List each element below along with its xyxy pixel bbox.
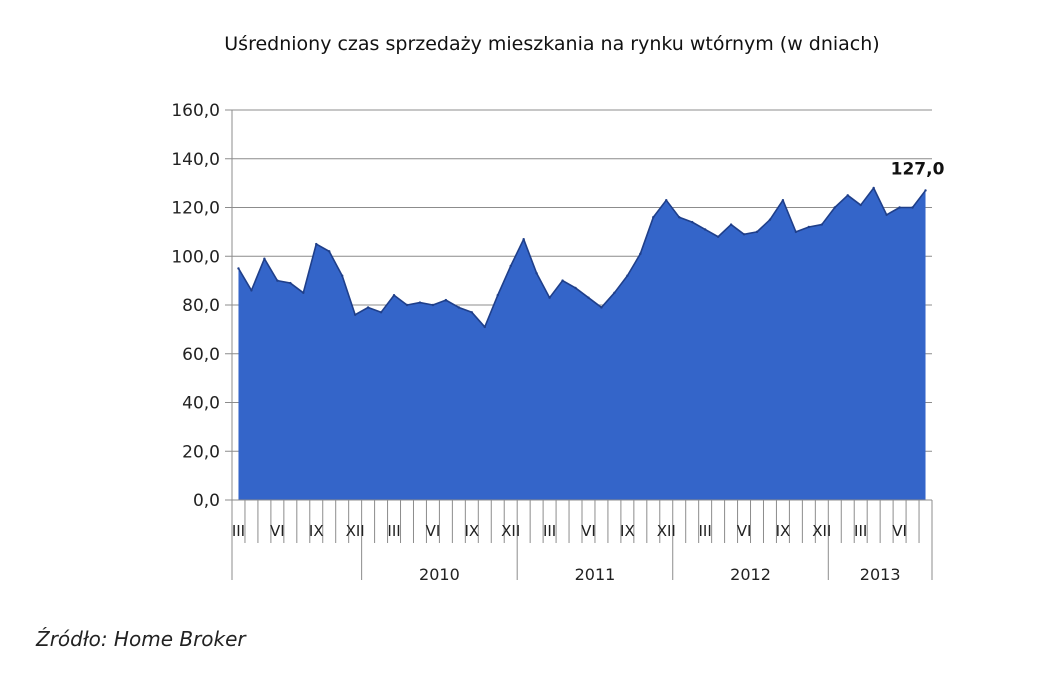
data-point: [522, 237, 525, 241]
data-point: [263, 257, 266, 260]
data-point: [729, 223, 733, 226]
data-point: [340, 274, 344, 277]
data-point: [678, 216, 681, 219]
source-note: Źródło: Home Broker: [36, 627, 246, 651]
data-point: [639, 252, 642, 256]
data-point: [392, 294, 396, 297]
area-chart: Uśredniony czas sprzedaży mieszkania na …: [171, 33, 945, 584]
data-point: [768, 218, 772, 221]
data-point: [405, 303, 409, 307]
y-axis: 0,0 20,0 40,0 60,0 80,0 100,0 120,0 140,0 160,0: [171, 101, 233, 511]
x-tick-label: III: [543, 522, 556, 540]
data-point: [794, 230, 798, 234]
data-point: [366, 306, 370, 309]
data-point: [315, 242, 318, 246]
y-tick-label: 40,0: [182, 394, 220, 414]
data-point: [755, 230, 759, 234]
y-tick-label: 120,0: [171, 199, 220, 219]
y-tick-label: 60,0: [182, 345, 220, 365]
data-point: [574, 286, 577, 290]
x-tick-label: IX: [464, 522, 479, 540]
y-tick-label: 100,0: [171, 247, 220, 267]
data-point: [807, 225, 811, 229]
year-label: 2013: [860, 565, 901, 584]
data-point: [289, 281, 292, 285]
data-point: [496, 294, 499, 297]
year-label: 2012: [730, 565, 771, 584]
x-tick-label: III: [232, 522, 245, 540]
data-point: [690, 220, 694, 224]
data-point: [302, 291, 305, 295]
x-tick-label: IX: [620, 522, 635, 540]
area-fill: [238, 188, 926, 500]
data-point: [470, 311, 474, 314]
x-tick-label: III: [387, 522, 400, 540]
data-point: [431, 303, 435, 307]
x-tick-label: XII: [501, 522, 520, 540]
data-point: [716, 235, 720, 238]
data-point: [872, 186, 875, 190]
y-tick-label: 20,0: [182, 442, 220, 462]
data-point: [457, 306, 461, 309]
data-point: [898, 206, 901, 209]
data-point: [846, 194, 849, 197]
x-tick-label: VI: [892, 522, 907, 540]
data-point: [665, 198, 668, 202]
data-point: [703, 228, 707, 231]
data-point: [250, 289, 253, 292]
data-point: [626, 274, 629, 277]
data-point: [237, 267, 240, 270]
data-point: [483, 325, 486, 329]
data-point: [781, 198, 785, 202]
data-point: [833, 206, 836, 209]
y-tick-label: 160,0: [171, 101, 220, 121]
data-point: [535, 272, 538, 275]
x-tick-label: VI: [581, 522, 596, 540]
year-label: 2010: [419, 565, 460, 584]
x-tick-label: III: [854, 522, 867, 540]
series-area: [237, 186, 927, 500]
data-point: [444, 298, 448, 302]
x-tick-label: XII: [657, 522, 676, 540]
x-tick-label: III: [699, 522, 712, 540]
year-label: 2011: [575, 565, 616, 584]
data-point: [587, 296, 590, 299]
x-tick-label: VI: [270, 522, 285, 540]
series-line: [237, 187, 927, 328]
y-tick-label: 140,0: [171, 150, 220, 170]
data-point: [613, 291, 616, 295]
data-point: [328, 250, 331, 253]
data-point: [353, 313, 357, 316]
x-axis: III VI IX XII III VI IX XII III VI IX XII III VI IX XII…: [231, 499, 933, 584]
chart-title: Uśredniony czas sprzedaży mieszkania na …: [224, 33, 879, 55]
data-point: [509, 264, 512, 268]
x-tick-label: IX: [309, 522, 324, 540]
data-point: [820, 223, 824, 226]
x-tick-label: XII: [812, 522, 831, 540]
data-point: [652, 216, 655, 219]
x-tick-label: VI: [426, 522, 441, 540]
data-point: [911, 206, 914, 209]
data-point: [418, 301, 422, 304]
last-value-label: 127,0: [891, 159, 945, 179]
data-point: [924, 189, 927, 192]
y-tick-label: 0,0: [193, 491, 220, 511]
data-point: [742, 233, 746, 236]
data-point: [379, 311, 383, 314]
x-tick-label: XII: [346, 522, 365, 540]
x-tick-label: VI: [737, 522, 752, 540]
data-point: [548, 296, 551, 299]
x-tick-label: IX: [776, 522, 791, 540]
data-point: [561, 279, 564, 282]
data-point: [859, 203, 862, 207]
data-point: [276, 279, 279, 282]
data-point: [885, 213, 888, 217]
data-point: [600, 306, 603, 309]
y-tick-label: 80,0: [182, 296, 220, 316]
